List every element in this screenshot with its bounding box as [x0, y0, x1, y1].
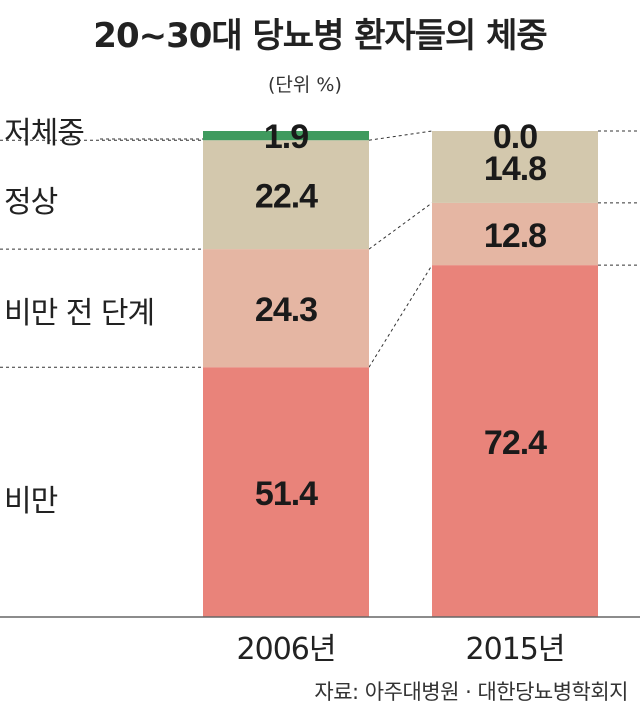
series-labels-group: 비만 비만 전 단계 정상 저체중 — [4, 116, 155, 519]
x-tick-label-1: 2015년 — [466, 632, 565, 667]
connector-line-2 — [368, 130, 433, 141]
value-label-1-2: 14.8 — [484, 150, 546, 188]
value-label-1-3: 0.0 — [493, 118, 537, 156]
series-label-0: 비만 — [4, 484, 58, 519]
series-label-3: 저체중 — [4, 116, 84, 151]
bar-segment-1-1 — [432, 202, 598, 266]
value-label-0-0: 51.4 — [255, 475, 318, 513]
bar-segment-0-1 — [203, 249, 369, 368]
connector-lines — [0, 130, 640, 368]
value-label-0-1: 24.3 — [255, 291, 317, 329]
bar-segment-1-0 — [432, 265, 598, 617]
source-note: 자료: 아주대병원 · 대한당뇨병학회지 — [314, 680, 628, 704]
bar-segment-0-2 — [203, 140, 369, 250]
bar-segment-1-2 — [432, 131, 598, 203]
bar-segment-0-0 — [203, 367, 369, 617]
value-label-1-0: 72.4 — [484, 424, 547, 462]
series-label-2: 정상 — [4, 185, 58, 220]
value-label-0-2: 22.4 — [255, 178, 318, 216]
bar-segment-0-3 — [203, 131, 369, 141]
x-labels-group: 2006년 2015년 — [237, 632, 566, 667]
connector-line-1 — [368, 202, 433, 250]
bars-group — [203, 131, 598, 617]
value-labels-group: 51.4 24.3 22.4 1.9 72.4 12.8 14.80.0 — [255, 118, 548, 513]
connector-line-0 — [368, 264, 433, 368]
x-tick-label-0: 2006년 — [237, 632, 336, 667]
series-label-1: 비만 전 단계 — [4, 296, 154, 331]
chart-title: 20~30대 당뇨병 환자들의 체중 — [93, 16, 547, 56]
value-label-0-3: 1.9 — [264, 118, 308, 156]
unit-label: (단위 %) — [268, 74, 342, 96]
value-label-1-1: 12.8 — [484, 217, 546, 255]
